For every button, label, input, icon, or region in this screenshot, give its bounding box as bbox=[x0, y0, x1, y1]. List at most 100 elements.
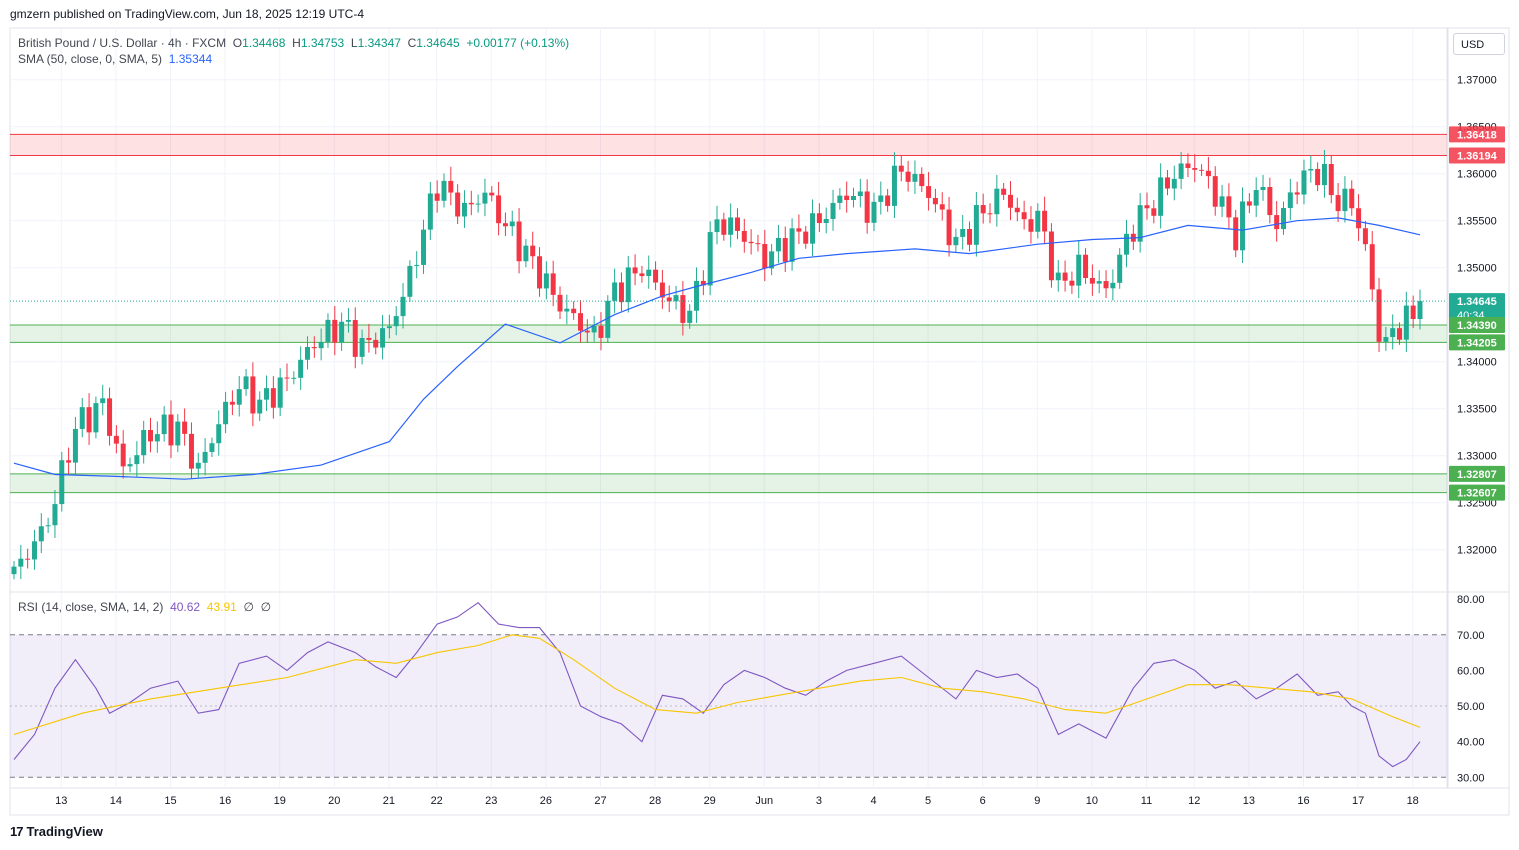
candle-body bbox=[475, 203, 481, 205]
candle-body bbox=[666, 297, 672, 302]
candle-body bbox=[1171, 178, 1177, 189]
tradingview-logo-icon: 17 bbox=[10, 824, 24, 839]
x-tick-label: 22 bbox=[431, 795, 443, 807]
x-tick-label: 11 bbox=[1141, 795, 1152, 807]
candle-body bbox=[1103, 281, 1109, 289]
rsi-legend[interactable]: RSI (14, close, SMA, 14, 2) 40.62 43.91 … bbox=[18, 600, 271, 614]
candle-body bbox=[932, 197, 938, 205]
close-label: C bbox=[407, 36, 417, 50]
candle-body bbox=[1042, 210, 1048, 232]
price-label-text: 1.34645 bbox=[1457, 296, 1497, 308]
zone-green bbox=[10, 325, 1447, 343]
candle-body bbox=[93, 403, 99, 433]
x-tick-label: 20 bbox=[328, 795, 340, 807]
symbol-name[interactable]: British Pound / U.S. Dollar · 4h · FXCM bbox=[18, 36, 227, 50]
candle-body bbox=[550, 273, 556, 295]
candle-body bbox=[468, 202, 474, 205]
candle-body bbox=[960, 229, 966, 237]
candle-body bbox=[1164, 177, 1170, 189]
candle-body bbox=[407, 265, 413, 297]
candle-body bbox=[107, 398, 113, 436]
candle-body bbox=[284, 377, 290, 379]
candle-body bbox=[584, 330, 590, 333]
candle-body bbox=[325, 319, 331, 342]
candle-body bbox=[1403, 305, 1409, 340]
price-label-text: 1.34205 bbox=[1457, 337, 1497, 349]
candle-body bbox=[1267, 186, 1273, 216]
candle-body bbox=[1151, 208, 1157, 216]
candle-body bbox=[141, 430, 147, 456]
x-tick-label: 28 bbox=[649, 795, 661, 807]
rsi-tick-label: 40.00 bbox=[1457, 737, 1485, 749]
candle-body bbox=[202, 451, 208, 463]
candle-body bbox=[120, 443, 126, 467]
candle-body bbox=[1083, 254, 1089, 278]
candle-body bbox=[926, 186, 932, 198]
candle-body bbox=[1410, 305, 1416, 319]
candle-body bbox=[216, 424, 222, 444]
candle-body bbox=[810, 213, 816, 244]
low-label: L bbox=[350, 36, 358, 50]
candle-body bbox=[1294, 192, 1300, 195]
candle-body bbox=[687, 310, 693, 323]
rsi-extra-1: ∅ bbox=[243, 600, 254, 614]
candle-body bbox=[1219, 196, 1225, 207]
rsi-line bbox=[13, 601, 1421, 768]
x-tick-label: 27 bbox=[594, 795, 606, 807]
candle-body bbox=[700, 280, 706, 286]
x-tick-label: 17 bbox=[1352, 795, 1364, 807]
candle-body bbox=[1124, 233, 1130, 255]
candle-body bbox=[1349, 188, 1355, 209]
candle-body bbox=[646, 269, 652, 277]
candle-body bbox=[1308, 168, 1314, 171]
candle-body bbox=[1342, 188, 1348, 212]
rsi-value: 40.62 bbox=[170, 600, 201, 614]
candle-body bbox=[1246, 201, 1252, 206]
candle-body bbox=[352, 320, 358, 357]
candle-body bbox=[530, 245, 536, 257]
candle-body bbox=[380, 328, 386, 348]
candle-body bbox=[359, 337, 365, 357]
candle-body bbox=[1178, 163, 1184, 179]
candle-body bbox=[270, 388, 276, 408]
candle-body bbox=[1212, 176, 1218, 207]
candle-body bbox=[1144, 205, 1150, 209]
candle-body bbox=[257, 399, 263, 414]
close-value: 1.34645 bbox=[416, 36, 460, 50]
candle-body bbox=[400, 296, 406, 317]
candle-body bbox=[1062, 272, 1068, 281]
tradingview-logo[interactable]: 17 TradingView bbox=[10, 824, 103, 839]
candle-body bbox=[844, 195, 850, 201]
candle-body bbox=[482, 192, 488, 204]
candle-body bbox=[516, 221, 522, 262]
candle-body bbox=[946, 209, 952, 246]
candle-body bbox=[618, 282, 624, 303]
candle-body bbox=[188, 433, 194, 469]
sma-legend[interactable]: SMA (50, close, 0, SMA, 5) 1.35344 bbox=[18, 52, 212, 66]
candle-body bbox=[25, 558, 31, 560]
candle-body bbox=[1260, 186, 1266, 191]
candle-body bbox=[885, 195, 891, 206]
candle-body bbox=[52, 504, 58, 526]
candle-body bbox=[537, 256, 543, 289]
candle-body bbox=[980, 205, 986, 214]
candle-body bbox=[571, 308, 577, 314]
candle-body bbox=[455, 192, 461, 217]
candle-body bbox=[1014, 207, 1020, 213]
currency-button[interactable]: USD bbox=[1453, 33, 1505, 55]
publish-caption: gmzern published on TradingView.com, Jun… bbox=[10, 7, 364, 21]
x-tick-label: 15 bbox=[164, 795, 176, 807]
candle-body bbox=[1048, 231, 1054, 281]
x-tick-label: 26 bbox=[540, 795, 552, 807]
candle-body bbox=[1117, 254, 1123, 283]
candle-body bbox=[543, 273, 549, 289]
x-tick-label: 18 bbox=[1407, 795, 1419, 807]
candle-body bbox=[1274, 215, 1280, 230]
candle-body bbox=[830, 202, 836, 219]
price-label-box bbox=[1449, 484, 1505, 501]
candle-body bbox=[223, 401, 229, 425]
candle-body bbox=[721, 219, 727, 235]
candle-body bbox=[1287, 192, 1293, 209]
candle-body bbox=[1417, 301, 1423, 319]
candle-body bbox=[366, 337, 372, 340]
